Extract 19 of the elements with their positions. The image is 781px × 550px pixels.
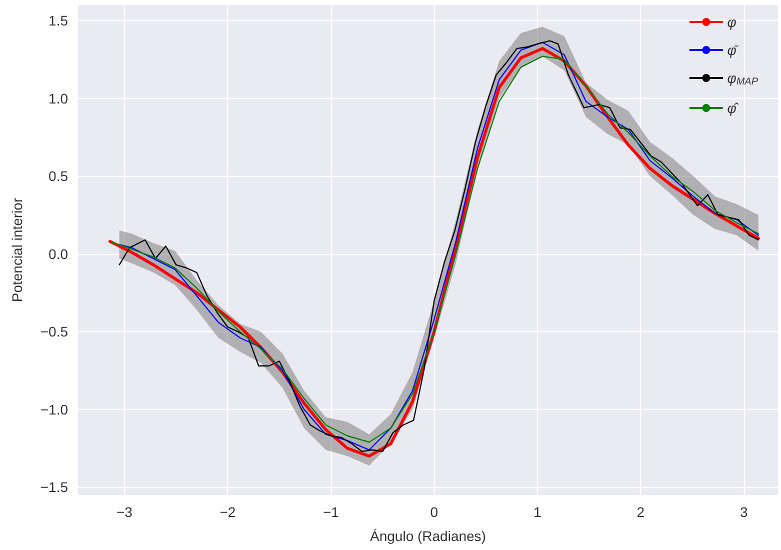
legend-label: φ̂ [727,100,740,116]
y-tick-label: 1.5 [48,12,68,29]
x-axis-title: Ángulo (Radianes) [370,528,486,544]
x-tick-label: −2 [220,504,236,520]
x-tick-label: −3 [116,504,133,520]
y-tick-label: 0.5 [48,168,68,184]
x-tick-label: 3 [740,504,748,520]
legend-label: φ [727,14,736,30]
y-tick-label: 1.0 [48,90,68,106]
y-tick-label: 0.0 [48,246,68,262]
y-tick-label: −1.5 [40,479,68,496]
y-tick-label: −0.5 [40,324,68,340]
x-tick-label: 2 [636,504,645,520]
x-tick-label: 0 [430,504,438,520]
legend-label: φ̄ [727,42,738,58]
x-tick-label: 1 [534,504,542,520]
y-tick-label: −1.0 [40,401,68,418]
y-axis-title: Potencial interior [9,198,25,302]
x-tick-label: −1 [322,504,340,520]
